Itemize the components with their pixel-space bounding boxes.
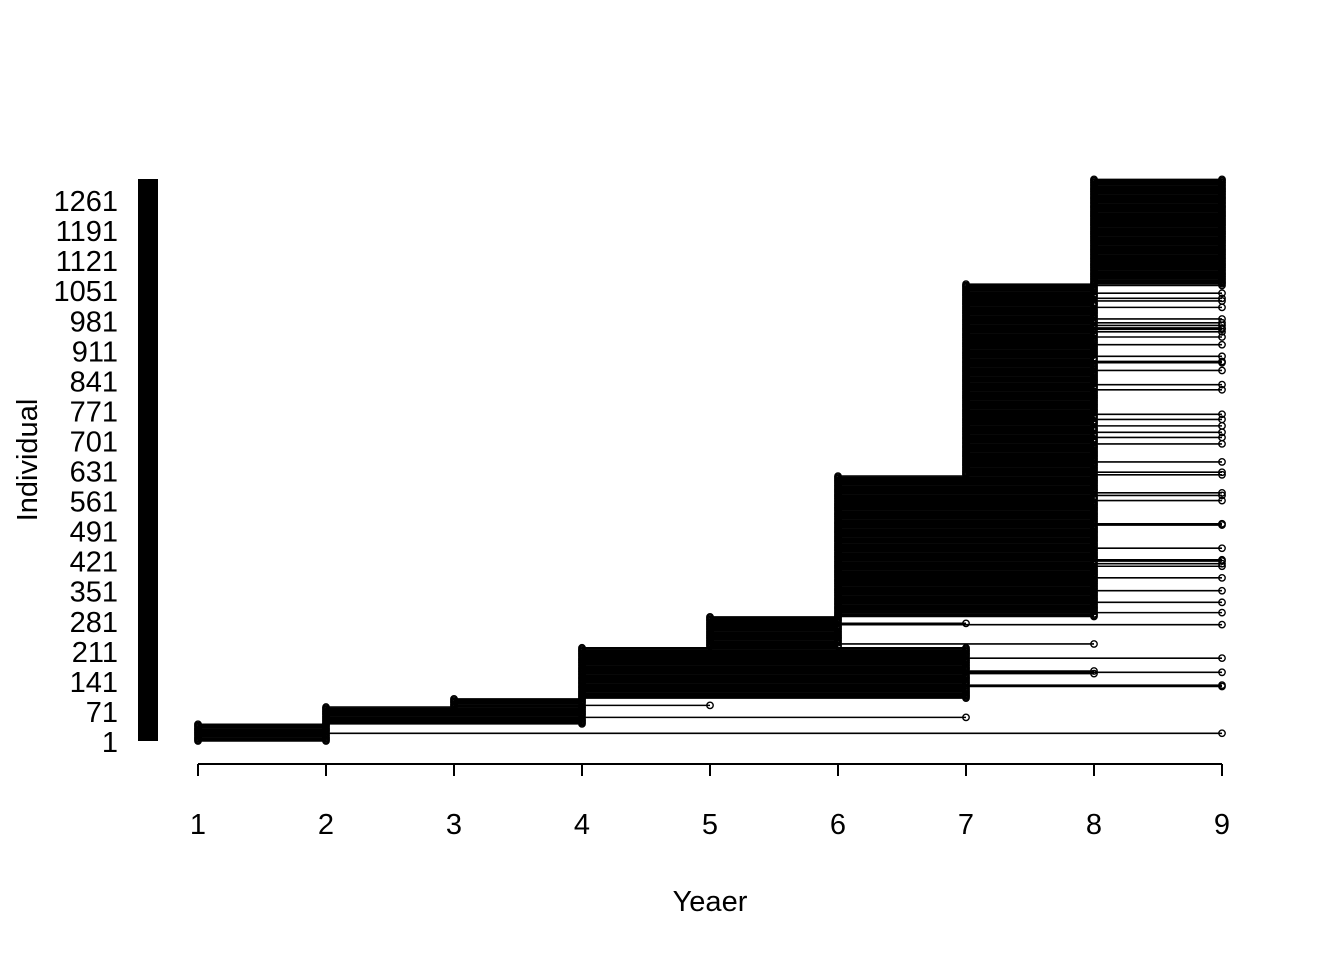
individual-end-point [1218,357,1226,366]
y-axis-label: Individual [12,399,44,522]
y-axis: 1711412112813514214915616317017718419119… [53,186,118,759]
individual-end-point [1218,415,1226,424]
individual-end-point [1218,519,1226,528]
individual-end-point [1218,333,1226,341]
individual-end-point [1090,640,1098,648]
individual-end-point [1218,385,1226,394]
y-tick-label: 421 [70,547,118,579]
individual-start-point [706,613,714,621]
individual-end-point [1218,433,1226,442]
individual-end-point [1218,294,1226,303]
individual-end-point [1218,496,1226,505]
x-tick-label: 8 [1086,809,1102,841]
entry-group-year-2 [322,703,970,728]
x-axis-label: Yeaer [673,886,748,918]
individual-end-point [1218,315,1226,323]
x-axis: 1 2 3 4 5 6 7 8 9 [190,763,1230,841]
y-tick-label: 771 [70,396,118,428]
y-tick-label: 211 [72,637,118,669]
individual-end-point [1218,340,1226,349]
individual-end-point [962,619,970,628]
individual-end-point [1218,681,1226,690]
individual-end-point [1218,175,1226,184]
y-tick-label: 1191 [56,216,118,248]
y-tick-label: 141 [70,667,118,699]
individual-end-point [962,713,970,722]
y-tick-label: 1051 [53,276,118,308]
entry-group-year-5 [706,613,1226,651]
y-tick-label: 841 [70,366,118,398]
y-tick-label: 1 [102,727,118,759]
individual-end-point [1090,667,1098,675]
individual-start-point [1090,175,1098,184]
individual-start-point [962,280,970,289]
x-tick-label: 5 [702,809,718,841]
individual-end-point [1218,410,1226,419]
y-tick-label: 631 [70,457,118,489]
x-tick-label: 7 [958,809,974,841]
y-tick-label: 561 [70,487,118,519]
individual-start-point [194,720,202,729]
series-layer [194,175,1226,745]
individual-start-point [578,643,586,652]
individual-end-point [1218,654,1226,663]
individual-end-point [1218,289,1226,298]
individual-end-point [1218,586,1226,595]
individual-start-point [322,703,330,711]
individual-end-point [1218,620,1226,629]
entry-group-year-3 [450,695,714,711]
entry-group-year-7 [962,280,1226,479]
individual-end-point [1218,468,1226,477]
individual-end-point [1218,608,1226,617]
entry-group-year-4 [578,643,1226,702]
y-tick-label: 911 [72,336,118,368]
entry-group-year-1 [194,720,1226,745]
x-tick-label: 4 [574,809,590,841]
x-tick-label: 9 [1214,809,1230,841]
individual-end-point [1218,555,1226,564]
x-tick-label: 6 [830,809,846,841]
individual-end-point [1218,488,1226,497]
y-tick-label: 281 [70,607,118,639]
individual-start-point [834,472,842,481]
individual-end-point [1218,544,1226,553]
y-tick-label: 1261 [53,186,118,218]
entry-group-year-8 [1090,175,1226,288]
x-tick-label: 2 [318,809,334,841]
individual-end-point [1218,668,1226,677]
individual-end-point [1218,573,1226,582]
y-tick-label: 701 [70,426,118,458]
y-tick-label: 351 [70,577,118,609]
entry-group-year-6 [834,472,1226,621]
y-tick-label: 1121 [56,246,118,278]
y-tick-label: 491 [70,517,118,549]
individual-start-point [450,695,458,703]
y-tick-label: 71 [86,697,118,729]
individual-end-point [1218,458,1226,466]
individual-end-point [1218,366,1226,375]
y-tick-label: 981 [70,306,118,338]
individual-end-point [706,701,714,710]
individual-end-point [1218,729,1226,738]
x-tick-label: 1 [190,809,206,841]
y-axis-rug-bar [138,179,158,741]
individual-end-point [1218,380,1226,389]
x-tick-label: 3 [446,809,462,841]
individual-end-point [1218,598,1226,607]
individual-end-point [1218,352,1226,361]
